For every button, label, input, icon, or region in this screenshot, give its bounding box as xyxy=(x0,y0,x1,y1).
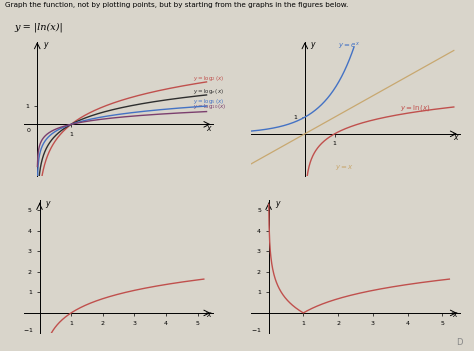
Text: x: x xyxy=(452,310,457,319)
Text: x: x xyxy=(206,310,211,319)
Text: x: x xyxy=(453,133,457,142)
Text: $y=\log_{10}(x)$: $y=\log_{10}(x)$ xyxy=(193,102,227,111)
Text: D: D xyxy=(456,338,462,347)
Text: $y=x$: $y=x$ xyxy=(335,163,354,172)
Text: y: y xyxy=(43,40,48,49)
Text: y = |ln(x)|: y = |ln(x)| xyxy=(14,23,63,32)
Text: y: y xyxy=(45,199,50,208)
Text: x: x xyxy=(206,124,210,133)
Text: $y=\log_e(x)$: $y=\log_e(x)$ xyxy=(193,87,224,95)
Text: $-1$: $-1$ xyxy=(251,326,262,335)
Text: Graph the function, not by plotting points, but by starting from the graphs in t: Graph the function, not by plotting poin… xyxy=(5,2,348,8)
Text: $y=\ln(x)$: $y=\ln(x)$ xyxy=(400,103,430,113)
Text: y: y xyxy=(275,199,279,208)
Text: 0: 0 xyxy=(27,128,31,133)
Text: $y=e^x$: $y=e^x$ xyxy=(337,41,360,52)
Text: y: y xyxy=(310,40,315,49)
Text: $y=\log_2(x)$: $y=\log_2(x)$ xyxy=(193,74,224,83)
Text: $y=\log_5(x)$: $y=\log_5(x)$ xyxy=(193,97,224,106)
Text: $-1$: $-1$ xyxy=(23,326,34,335)
